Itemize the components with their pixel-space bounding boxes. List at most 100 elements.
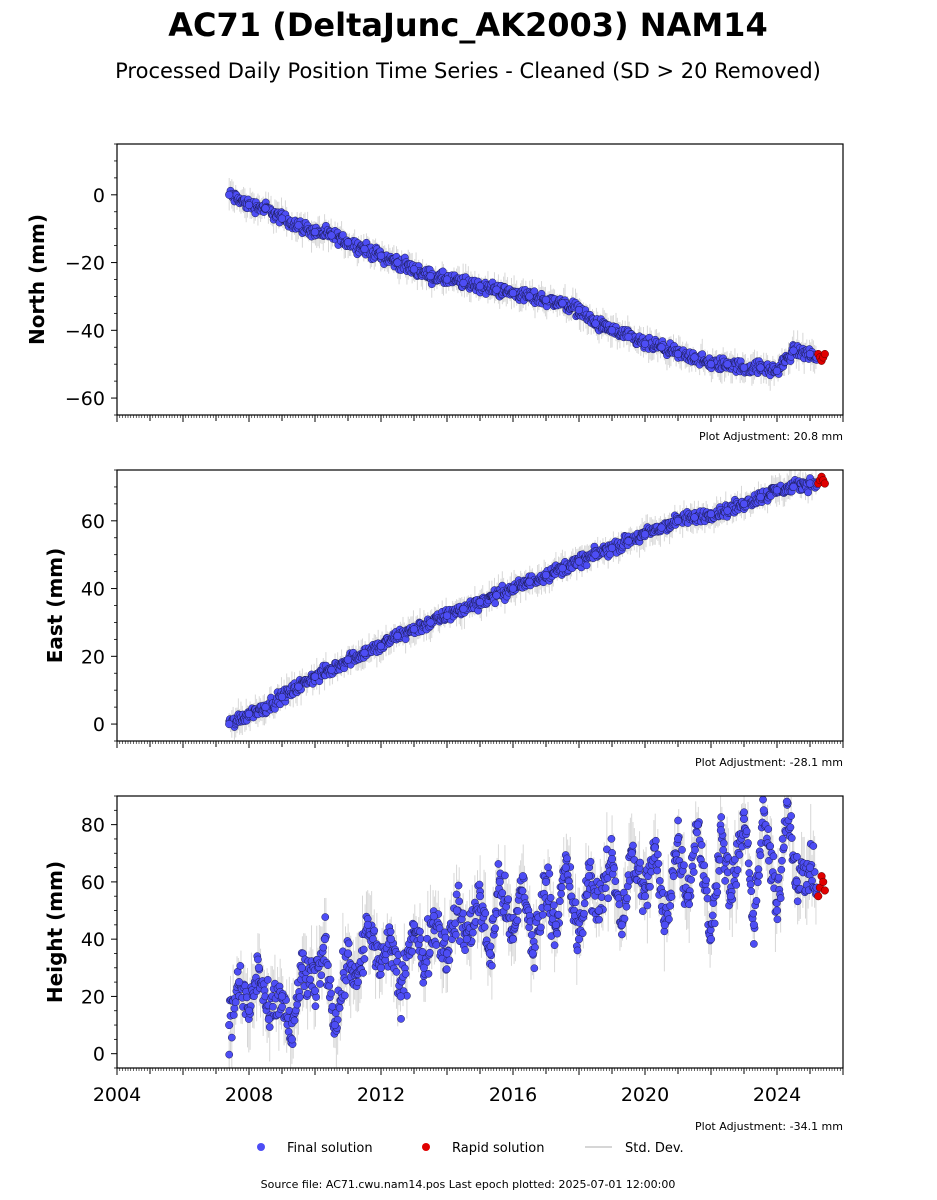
final-solution-point [706, 360, 716, 369]
final-solution-point [452, 906, 461, 915]
final-solution-point [719, 839, 728, 848]
final-solution-point [376, 970, 385, 979]
final-solution-point [330, 1021, 339, 1030]
final-solution-point [746, 880, 755, 889]
final-solution-point [689, 868, 698, 876]
final-solution-point [455, 897, 464, 906]
final-solution-point [244, 1006, 254, 1015]
final-solution-point [461, 946, 469, 954]
final-solution-point [808, 876, 816, 885]
final-solution-point [360, 244, 369, 254]
final-solution-point [287, 1035, 296, 1044]
final-solution-point [693, 820, 702, 829]
final-solution-point [518, 872, 527, 881]
final-solution-point [393, 258, 402, 267]
final-solution-point [752, 897, 761, 905]
final-solution-point [363, 920, 372, 929]
final-solution-point [774, 873, 783, 882]
final-solution-point [607, 543, 617, 552]
final-solution-point [225, 1021, 234, 1030]
y-tick-label: 60 [81, 511, 105, 533]
final-solution-point [425, 948, 434, 957]
final-solution-point [804, 488, 812, 497]
final-solution-point [504, 895, 513, 903]
y-tick-label: 0 [93, 714, 105, 736]
final-solution-point [525, 292, 534, 301]
final-solution-point [574, 557, 584, 566]
final-solution-point [607, 854, 617, 864]
final-solution-point [595, 915, 603, 924]
final-solution-point [580, 909, 588, 918]
final-solution-point [739, 363, 749, 372]
rapid-solution-point [820, 479, 829, 488]
final-solution-point [793, 852, 801, 861]
final-solution-point [739, 814, 749, 823]
final-solution-point [501, 871, 509, 880]
final-solution-point [702, 876, 711, 885]
final-solution-point [429, 912, 438, 921]
final-solution-point [326, 975, 335, 984]
final-solution-point [263, 975, 272, 984]
final-solution-point [778, 835, 787, 843]
final-solution-point [424, 970, 433, 978]
final-solution-point [789, 346, 798, 355]
final-solution-point [697, 841, 706, 849]
final-solution-point [538, 910, 547, 919]
final-solution-point [316, 980, 324, 988]
y-tick-label: −40 [65, 320, 105, 342]
panel-east: 0 20 40 60 East (mm) Plot Adjustment: -28.1 m… [43, 469, 844, 769]
final-solution-point [231, 998, 240, 1007]
final-solution-point [629, 841, 637, 850]
final-solution-point [491, 599, 499, 608]
final-solution-point [230, 1004, 239, 1013]
final-solution-point [739, 499, 749, 508]
final-solution-point [409, 265, 419, 274]
final-solution-point [561, 863, 570, 872]
final-solution-point [475, 598, 485, 607]
final-solution-point [475, 892, 485, 901]
final-solution-point [786, 823, 795, 832]
final-solution-point [327, 665, 336, 674]
final-solution-point [764, 825, 773, 833]
rapid-solution-points [814, 872, 829, 901]
final-solution-point [756, 493, 765, 502]
final-solution-point [551, 920, 560, 929]
final-solution-point [541, 295, 551, 304]
final-solution-point [673, 834, 683, 843]
final-solution-point [747, 887, 756, 896]
final-solution-point [254, 963, 263, 972]
final-solution-point [582, 561, 591, 570]
plot-area-height [225, 796, 829, 1068]
final-solution-point [721, 877, 729, 885]
final-solution-point [353, 978, 362, 987]
final-solution-point [762, 796, 766, 797]
final-solution-point [317, 971, 326, 980]
final-solution-point [665, 915, 673, 924]
final-solution-point [744, 839, 752, 847]
final-solution-point [432, 941, 441, 949]
final-solution-point [386, 927, 395, 936]
final-solution-point [409, 625, 419, 634]
final-solution-point [311, 1002, 320, 1011]
final-solution-point [793, 897, 802, 906]
final-solution-point [426, 618, 435, 627]
final-solution-point [303, 989, 312, 998]
final-solution-point [261, 204, 270, 213]
final-solution-point [772, 906, 782, 915]
final-solution-point [787, 812, 795, 820]
final-solution-point [514, 907, 522, 915]
final-solution-point [776, 894, 785, 903]
final-solution-point [723, 506, 732, 515]
final-solution-point [360, 955, 369, 963]
final-solution-point [297, 963, 306, 972]
final-solution-point [586, 857, 595, 866]
final-solution-point [557, 883, 566, 892]
final-solution-point [528, 949, 537, 958]
final-solution-point [640, 892, 650, 901]
final-solution-point [607, 326, 617, 335]
final-solution-point [745, 869, 754, 877]
final-solution-point [580, 899, 589, 908]
final-solution-point [638, 907, 647, 915]
final-solution-point [541, 570, 551, 580]
